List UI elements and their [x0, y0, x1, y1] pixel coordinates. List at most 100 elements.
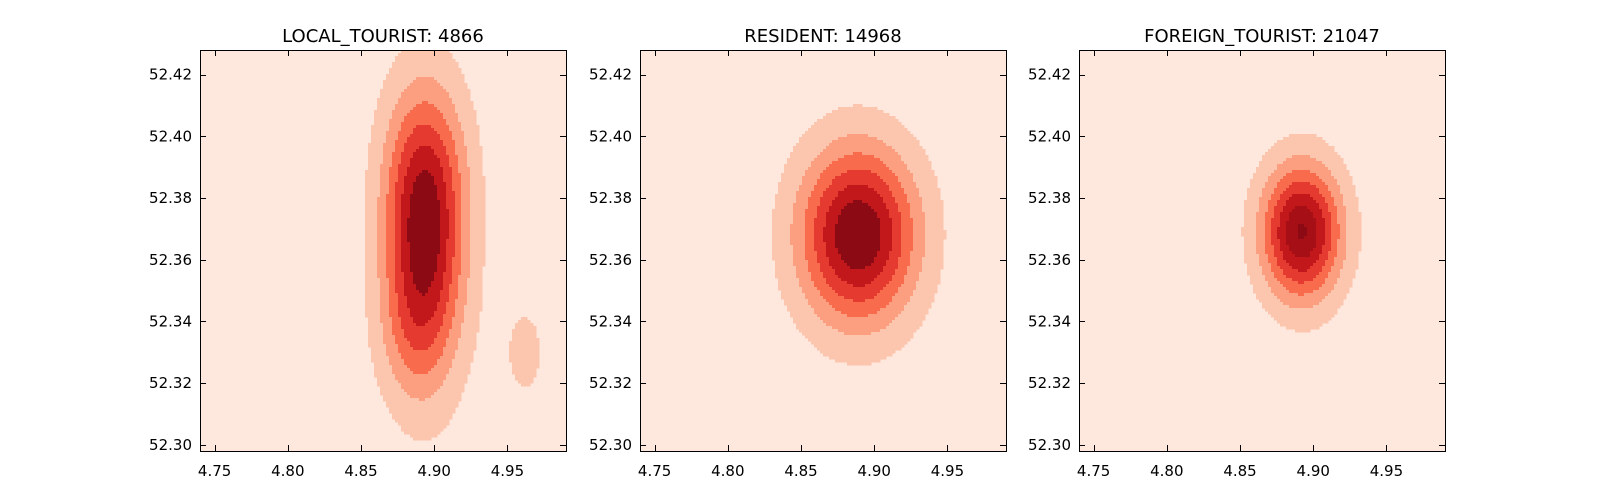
contour-cell	[1310, 182, 1326, 186]
y-tick-label: 52.42	[589, 66, 632, 84]
contour-cell	[467, 278, 483, 282]
contour-cell	[1337, 206, 1347, 210]
contour-cell	[811, 341, 908, 345]
contour-cell	[404, 185, 414, 189]
contour-cell	[401, 320, 414, 324]
contour-cell	[1328, 206, 1338, 210]
contour-cell	[1292, 194, 1311, 198]
contour-cell	[383, 341, 396, 345]
contour-cell	[1295, 329, 1311, 333]
contour-cell	[1280, 221, 1287, 225]
contour-cell	[383, 323, 393, 327]
contour-cell	[796, 200, 809, 204]
contour-cell	[823, 296, 845, 300]
contour-cell	[1247, 191, 1263, 195]
contour-cell	[395, 56, 453, 60]
contour-cell	[1328, 188, 1341, 192]
contour-cell	[904, 161, 932, 165]
contour-cell	[1289, 263, 1314, 267]
x-tick-label: 4.90	[418, 462, 451, 480]
contour-cell	[790, 314, 818, 318]
contour-cell	[868, 134, 914, 138]
contour-cell	[452, 137, 465, 141]
contour-cell	[1274, 275, 1287, 279]
contour-cell	[368, 164, 381, 168]
contour-cell	[922, 206, 944, 210]
contour-cell	[892, 278, 905, 282]
contour-cell	[844, 296, 875, 300]
contour-cell	[886, 263, 899, 267]
contour-cell	[416, 179, 435, 183]
contour-cell	[467, 302, 483, 306]
contour-cell	[389, 179, 399, 183]
contour-cell	[1343, 263, 1359, 267]
contour-cell	[464, 140, 480, 144]
contour-cell	[1319, 272, 1329, 276]
contour-cell	[410, 341, 435, 345]
contour-cell	[470, 248, 486, 252]
contour-cell	[805, 227, 815, 231]
panel-1: 4.75 4.80 4.85 4.90 4.9552.3052.3252.3452.36…	[589, 26, 1007, 480]
contour-cell	[1325, 164, 1347, 168]
contour-cell	[1280, 248, 1290, 252]
contour-cell	[811, 305, 833, 309]
contour-cell	[407, 167, 444, 171]
contour-cell	[383, 161, 393, 165]
contour-cell	[802, 176, 821, 180]
contour-cell	[377, 233, 387, 237]
contour-cell	[371, 131, 387, 135]
contour-cell	[467, 284, 483, 288]
contour-cell	[404, 287, 417, 291]
contour-cell	[404, 191, 414, 195]
contour-cell	[895, 200, 908, 204]
contour-cell	[464, 137, 480, 141]
contour-cell	[452, 182, 462, 186]
contour-cell	[883, 140, 920, 144]
contour-cell	[446, 374, 468, 378]
contour-cell	[880, 245, 893, 249]
contour-cell	[1250, 182, 1266, 186]
contour-cell	[1277, 182, 1293, 186]
contour-cell	[1262, 155, 1293, 159]
contour-cell	[799, 284, 815, 288]
contour-cell	[1292, 266, 1311, 270]
contour-cell	[895, 293, 914, 297]
contour-cell	[383, 146, 396, 150]
contour-cell	[431, 368, 450, 372]
contour-cell	[401, 356, 441, 360]
contour-cell	[1259, 254, 1269, 258]
contour-cell	[1271, 197, 1281, 201]
contour-cell	[814, 227, 824, 231]
contour-cell	[847, 263, 872, 267]
y-tick-label: 52.34	[1028, 312, 1071, 330]
contour-cell	[461, 326, 480, 330]
contour-cell	[515, 323, 534, 327]
contour-cell	[781, 176, 803, 180]
contour-cell	[395, 233, 402, 237]
contour-cell	[1250, 278, 1266, 282]
contour-cell	[389, 308, 399, 312]
contour-cell	[772, 245, 794, 249]
contour-cell	[853, 104, 863, 108]
contour-cell	[805, 212, 818, 216]
contour-cell	[1346, 242, 1362, 246]
y-tick-label: 52.40	[1028, 127, 1071, 145]
contour-cell	[1256, 293, 1275, 297]
contour-cell	[455, 314, 465, 318]
contour-cell	[440, 386, 465, 390]
contour-cell	[1274, 215, 1281, 219]
contour-cell	[1289, 218, 1317, 222]
contour-cell	[1310, 254, 1320, 258]
contour-cell	[395, 275, 405, 279]
contour-cell	[446, 194, 456, 198]
contour-cell	[1292, 278, 1314, 282]
contour-cell	[416, 104, 435, 108]
contour-cell	[787, 308, 815, 312]
contour-cell	[434, 314, 444, 318]
contour-cell	[455, 212, 462, 216]
contour-cell	[470, 203, 486, 207]
contour-cell	[1286, 275, 1317, 279]
contour-cell	[817, 215, 827, 219]
contour-cell	[1277, 233, 1287, 237]
contour-cell	[1277, 263, 1290, 267]
